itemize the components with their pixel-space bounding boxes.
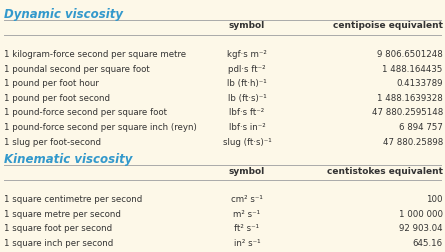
Text: 0.4133789: 0.4133789 (396, 79, 443, 88)
Text: Dynamic viscosity: Dynamic viscosity (4, 8, 123, 21)
Text: symbol: symbol (229, 21, 265, 30)
Text: 1 kilogram-force second per square metre: 1 kilogram-force second per square metre (4, 50, 186, 59)
Text: Kinematic viscosity: Kinematic viscosity (4, 153, 133, 166)
Text: m² s⁻¹: m² s⁻¹ (234, 210, 260, 219)
Text: 1 488.1639328: 1 488.1639328 (377, 94, 443, 103)
Text: lb (ft·h)⁻¹: lb (ft·h)⁻¹ (227, 79, 267, 88)
Text: 47 880.2595148: 47 880.2595148 (372, 108, 443, 117)
Text: 1 488.164435: 1 488.164435 (382, 65, 443, 74)
Text: 1 000 000: 1 000 000 (399, 210, 443, 219)
Text: 6 894 757: 6 894 757 (399, 123, 443, 132)
Text: lbf·s ft⁻²: lbf·s ft⁻² (229, 108, 265, 117)
Text: lbf·s in⁻²: lbf·s in⁻² (229, 123, 265, 132)
Text: 47 880.25898: 47 880.25898 (383, 138, 443, 147)
Text: symbol: symbol (229, 167, 265, 176)
Text: 9 806.6501248: 9 806.6501248 (377, 50, 443, 59)
Text: in² s⁻¹: in² s⁻¹ (234, 239, 260, 248)
Text: 645.16: 645.16 (413, 239, 443, 248)
Text: 1 pound-force second per square inch (reyn): 1 pound-force second per square inch (re… (4, 123, 197, 132)
Text: 1 slug per foot-second: 1 slug per foot-second (4, 138, 101, 147)
Text: centipoise equivalent: centipoise equivalent (333, 21, 443, 30)
Text: kgf·s m⁻²: kgf·s m⁻² (227, 50, 267, 59)
Text: 92 903.04: 92 903.04 (399, 224, 443, 233)
Text: 1 square metre per second: 1 square metre per second (4, 210, 121, 219)
Text: 1 pound per foot second: 1 pound per foot second (4, 94, 110, 103)
Text: cm² s⁻¹: cm² s⁻¹ (231, 195, 263, 204)
Text: pdl·s ft⁻²: pdl·s ft⁻² (228, 65, 266, 74)
Text: 100: 100 (426, 195, 443, 204)
Text: 1 pound-force second per square foot: 1 pound-force second per square foot (4, 108, 167, 117)
Text: 1 square foot per second: 1 square foot per second (4, 224, 113, 233)
Text: centistokes equivalent: centistokes equivalent (327, 167, 443, 176)
Text: 1 square centimetre per second: 1 square centimetre per second (4, 195, 143, 204)
Text: 1 poundal second per square foot: 1 poundal second per square foot (4, 65, 150, 74)
Text: lb (ft·s)⁻¹: lb (ft·s)⁻¹ (227, 94, 267, 103)
Text: ft² s⁻¹: ft² s⁻¹ (235, 224, 259, 233)
Text: 1 pound per foot hour: 1 pound per foot hour (4, 79, 99, 88)
Text: 1 square inch per second: 1 square inch per second (4, 239, 114, 248)
Text: slug (ft·s)⁻¹: slug (ft·s)⁻¹ (222, 138, 271, 147)
